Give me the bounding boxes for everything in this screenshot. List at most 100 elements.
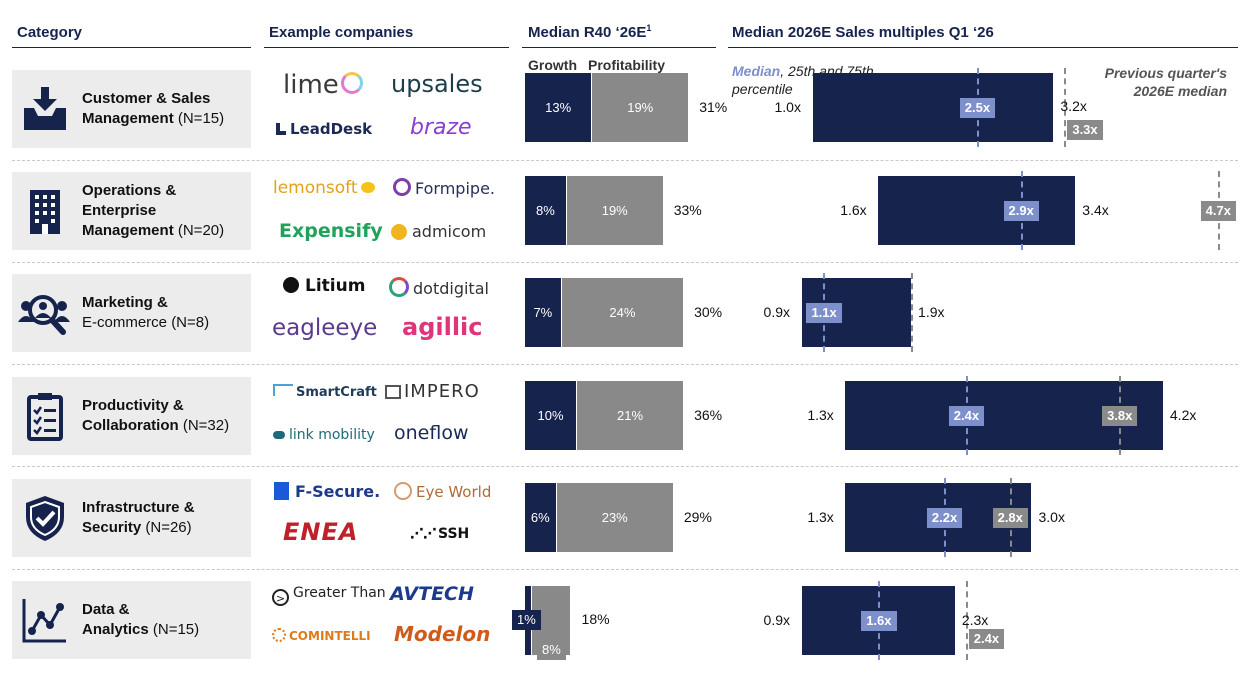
p75-label: 3.2x	[1060, 98, 1087, 114]
row-separator	[12, 364, 1238, 365]
logo-modelon: Modelon	[394, 622, 491, 646]
r40-total-label: 30%	[694, 304, 723, 320]
logo-comintelli: COMINTELLI	[272, 628, 371, 643]
logo-ssh: ⋰⋰ SSH	[410, 526, 470, 542]
logo-avtech: AVTECH	[390, 583, 474, 605]
previous-median-badge: 2.8x	[992, 508, 1028, 528]
r40-growth-bar: 8%	[525, 176, 566, 245]
logo-impero: IMPERO	[385, 381, 480, 402]
logo-eagleeye: eagleeye	[272, 315, 378, 341]
r40-total-label: 31%	[699, 99, 728, 115]
header-r40-text: Median R40 ‘26E	[528, 24, 647, 41]
r40-total-label: 29%	[683, 509, 712, 525]
r40-growth-bar: 6%	[525, 483, 556, 552]
p75-label: 2.3x	[961, 612, 989, 628]
previous-median-badge: 3.3x	[1067, 120, 1103, 140]
legend-median-word: Median	[732, 63, 781, 79]
median-badge: 1.6x	[861, 611, 897, 631]
category-label: Operations & Enterprise Management (N=20)	[82, 182, 225, 239]
logo-oneflow: oneflow	[394, 422, 469, 444]
r40-profitability-bar: 21%	[576, 381, 684, 450]
header-r40-footnote: 1	[646, 23, 652, 33]
category-label: Productivity & Collaboration (N=32)	[82, 397, 230, 434]
logo-leaddesk: LeadDesk	[276, 120, 372, 138]
previous-median-badge: 3.8x	[1102, 406, 1138, 426]
logo-enea: ENEA	[283, 518, 359, 546]
median-badge: 1.1x	[806, 303, 842, 323]
category-customer-sales: Customer & Sales Management (N=15)	[12, 70, 251, 148]
median-badge: 2.5x	[959, 98, 996, 118]
inbox-download-icon	[24, 87, 66, 130]
category-operations: Operations & Enterprise Management (N=20)	[12, 172, 251, 250]
r40-profitability-bar: 19%	[565, 176, 663, 245]
multiples-range-bar	[878, 176, 1076, 245]
logo-admicom: admicom	[391, 222, 486, 241]
legend-previous: Previous quarter's 2026E median	[1092, 64, 1227, 100]
p75-label: 3.4x	[1082, 202, 1109, 218]
row-separator	[12, 569, 1238, 570]
shield-check-icon	[26, 496, 64, 541]
legend-previous-text: Previous quarter's 2026E median	[1104, 65, 1227, 99]
p25-label: 1.3x	[807, 407, 834, 423]
previous-median-line	[965, 581, 968, 660]
header-multiples: Median 2026E Sales multiples Q1 ‘26	[732, 24, 994, 41]
header-underline-companies	[264, 47, 509, 48]
r40-profitability-label: 8%	[537, 640, 566, 660]
logo-braze: braze	[410, 115, 472, 140]
category-label: Marketing & E-commerce (N=8)	[82, 294, 210, 331]
p25-label: 1.3x	[807, 509, 834, 525]
p25-label: 0.9x	[763, 612, 791, 628]
logo-link-mobility: link mobility	[273, 427, 375, 443]
p75-label: 4.2x	[1169, 407, 1197, 423]
logo-f-secure: F-Secure.	[274, 482, 380, 501]
r40-total-label: 18%	[581, 611, 610, 627]
row-separator	[12, 466, 1238, 467]
header-category: Category	[17, 24, 83, 41]
header-underline-category	[12, 47, 251, 48]
r40-growth-bar: 7%	[525, 278, 561, 347]
category-label: Customer & Sales Management (N=15)	[82, 90, 225, 127]
header-underline-multiples	[728, 47, 1238, 48]
logo-expensify: Expensify	[279, 220, 383, 242]
median-badge: 2.2x	[926, 508, 963, 528]
multiples-range-bar	[812, 73, 1054, 142]
median-badge: 2.9x	[1003, 201, 1039, 221]
p75-label: 3.0x	[1038, 509, 1065, 525]
previous-median-line	[911, 273, 914, 352]
line-chart-icon	[22, 599, 66, 643]
header-companies: Example companies	[269, 24, 414, 41]
clipboard-checklist-icon	[27, 393, 63, 441]
r40-profitability-bar: 19%	[591, 73, 689, 142]
legend-growth: Growth	[528, 57, 577, 73]
logo-dotdigital: dotdigital	[389, 277, 489, 298]
category-label: Data & Analytics (N=15)	[82, 601, 200, 638]
category-infrastructure: Infrastructure & Security (N=26)	[12, 479, 251, 557]
p25-label: 1.6x	[840, 202, 867, 218]
logo-formpipe: Formpipe.	[393, 178, 495, 198]
p25-label: 1.0x	[774, 99, 801, 115]
audience-search-icon	[18, 295, 70, 335]
logo-lemonsoft: lemonsoft	[273, 178, 375, 198]
header-r40: Median R40 ‘26E1	[528, 23, 652, 41]
r40-growth-bar: 10%	[525, 381, 576, 450]
p25-label: 0.9x	[763, 304, 791, 320]
legend-profitability: Profitability	[588, 57, 666, 73]
category-productivity: Productivity & Collaboration (N=32)	[12, 377, 251, 455]
logo-litium: Litium	[283, 276, 365, 296]
logo-lime: lime	[283, 70, 363, 100]
previous-median-badge: 2.4x	[968, 629, 1005, 649]
previous-median-badge: 4.7x	[1200, 201, 1236, 221]
r40-growth-label: 1%	[512, 610, 541, 630]
logo-agillic: agillic	[402, 313, 483, 341]
logo-eye-world: Eye World	[394, 482, 491, 501]
r40-profitability-bar: 23%	[555, 483, 673, 552]
logo-upsales: upsales	[391, 70, 483, 98]
median-badge: 2.4x	[948, 406, 985, 426]
row-separator	[12, 262, 1238, 263]
header-underline-r40	[522, 47, 716, 48]
r40-total-label: 36%	[694, 407, 723, 423]
logo-smartcraft: SmartCraft	[273, 384, 377, 400]
r40-profitability-bar: 24%	[560, 278, 684, 347]
category-marketing: Marketing & E-commerce (N=8)	[12, 274, 251, 352]
previous-median-line	[1064, 68, 1067, 147]
